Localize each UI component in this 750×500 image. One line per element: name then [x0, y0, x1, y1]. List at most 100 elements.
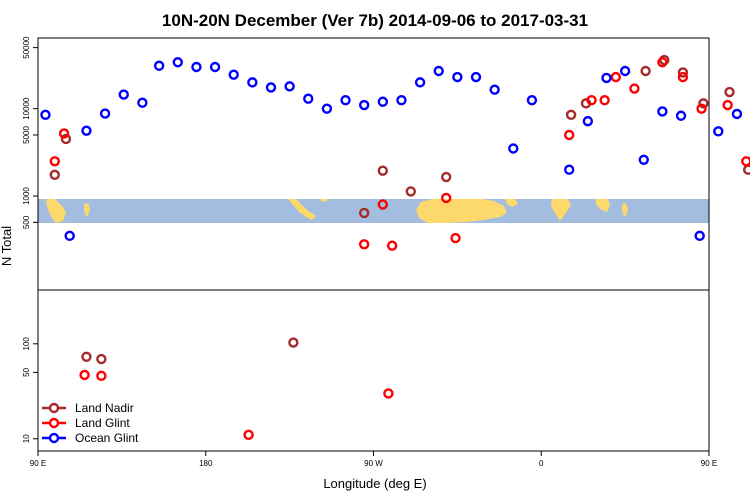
legend-marker-land-nadir: [48, 402, 60, 414]
lower-y-tick-label: 100: [22, 337, 31, 351]
land-glint-point: [696, 103, 707, 114]
map-land-caribbean: [321, 199, 328, 202]
land-nadir-point: [49, 169, 60, 180]
upper-y-tick-label: 1000: [22, 187, 31, 205]
ocean-glint-point: [433, 65, 444, 77]
land-nadir-point: [358, 207, 370, 219]
ocean-glint-point: [377, 96, 389, 107]
land-glint-point: [722, 99, 733, 111]
x-tick-label: 90 E: [701, 459, 717, 468]
land-nadir-point: [405, 186, 416, 197]
land-nadir-point: [440, 171, 452, 183]
legend-marker-land-glint: [48, 417, 60, 429]
ocean-glint-point: [713, 126, 724, 137]
ocean-glint-point: [358, 99, 370, 111]
land-nadir-point: [677, 67, 689, 78]
upper-y-tick-label: 500: [22, 215, 31, 229]
map-land-africa: [416, 199, 507, 223]
ocean-glint-point: [247, 77, 258, 88]
map-land-southeast-asia: [46, 199, 66, 223]
land-glint-point: [629, 83, 640, 94]
ocean-glint-point: [321, 103, 333, 114]
land-glint-point: [450, 232, 461, 244]
map-land-indochina: [596, 199, 610, 212]
land-glint-point: [586, 95, 597, 106]
land-nadir-point: [81, 351, 92, 362]
y-axis-lower: 10 50 100: [22, 337, 38, 443]
land-glint-point: [440, 192, 452, 204]
ocean-glint-point: [564, 164, 575, 175]
ocean-glint-point: [64, 230, 75, 242]
ocean-glint-point: [228, 69, 239, 80]
ocean-glint-point: [470, 71, 482, 83]
ocean-glint-point: [694, 230, 705, 242]
land-glint-point: [610, 71, 622, 83]
land-nadir-point: [288, 337, 299, 348]
land-glint-point: [657, 57, 668, 68]
land-glint-point: [564, 129, 575, 141]
ocean-glint-point: [582, 115, 594, 127]
ocean-glint-point: [414, 77, 426, 88]
ocean-glint-point: [675, 110, 687, 121]
y-axis-upper: 500 1000 5000 10000 50000: [22, 36, 38, 229]
map-land-philippines: [84, 203, 90, 216]
ocean-glint-point: [489, 84, 500, 95]
ocean-glint-point: [601, 72, 612, 84]
map-land: [46, 199, 628, 223]
land-nadir-point: [377, 165, 389, 176]
lower-y-tick-label: 10: [22, 434, 31, 443]
land-nadir-point: [698, 98, 709, 109]
x-axis-label: Longitude (deg E): [323, 476, 426, 491]
lower-panel-frame: [37, 289, 710, 452]
land-glint-point: [58, 128, 70, 139]
ocean-glint-point: [452, 71, 463, 83]
legend-label-ocean-glint: Ocean Glint: [75, 431, 139, 445]
land-glint-point: [741, 156, 750, 167]
land-glint-point: [677, 71, 689, 83]
land-glint-point: [96, 370, 107, 382]
map-land-philippines-east: [622, 203, 628, 216]
ocean-glint-point: [303, 93, 314, 104]
land-glint-point: [377, 199, 389, 210]
land-glint-point: [386, 240, 398, 251]
land-nadir-point: [565, 109, 577, 121]
data-points: [40, 54, 750, 441]
map-land-central-america: [288, 199, 316, 220]
x-tick-label: 90 E: [30, 459, 46, 468]
legend-label-land-nadir: Land Nadir: [75, 401, 134, 415]
ocean-glint-point: [40, 109, 51, 121]
ocean-glint-point: [731, 108, 743, 120]
land-glint-point: [79, 369, 90, 381]
land-nadir-point: [60, 133, 72, 145]
ocean-glint-point: [81, 125, 92, 136]
ocean-glint-point: [265, 82, 277, 93]
chart-title: 10N-20N December (Ver 7b) 2014-09-06 to …: [162, 11, 588, 30]
x-axis: 90 E 180 90 W 0 90 E: [30, 451, 717, 468]
world-map-band: [38, 199, 709, 223]
y-axis-label: N Total: [0, 226, 14, 266]
x-tick-label: 180: [199, 459, 213, 468]
land-nadir-point: [96, 353, 107, 365]
ocean-glint-point: [118, 89, 129, 100]
land-glint-point: [358, 239, 370, 250]
x-tick-label: 0: [539, 459, 544, 468]
upper-y-tick-label: 5000: [22, 126, 31, 144]
ocean-glint-point: [619, 65, 631, 77]
ocean-glint-point: [172, 57, 183, 68]
ocean-glint-point: [638, 154, 649, 165]
land-glint-point: [599, 95, 610, 106]
legend-label-land-glint: Land Glint: [75, 416, 130, 430]
ocean-glint-point: [396, 95, 407, 106]
ocean-glint-point: [284, 81, 295, 92]
upper-y-tick-label: 50000: [22, 36, 31, 59]
ocean-glint-point: [191, 61, 202, 73]
ocean-glint-point: [99, 108, 111, 119]
ocean-glint-point: [657, 106, 668, 117]
land-nadir-point: [742, 164, 750, 175]
ocean-glint-point: [340, 95, 351, 106]
ocean-glint-point: [508, 143, 519, 154]
ocean-glint-point: [153, 60, 165, 71]
land-glint-point: [49, 156, 60, 167]
map-land-arabia: [505, 199, 518, 207]
